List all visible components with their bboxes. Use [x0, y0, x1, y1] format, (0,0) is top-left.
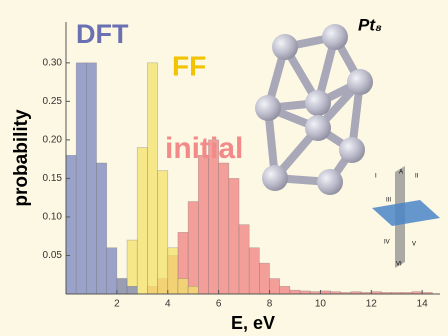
inset-label: VI — [396, 262, 402, 268]
histogram-bar — [270, 279, 280, 294]
histogram-bar — [249, 248, 259, 294]
inset-label: I — [375, 174, 377, 180]
histogram-bar — [219, 163, 229, 294]
inset-label: IV — [384, 240, 390, 246]
y-tick-label: 0.30 — [43, 57, 63, 68]
chart: 0.05 0.10 0.15 0.20 0.25 0.30 2 4 6 8 10 12 14 I A I… — [0, 0, 448, 336]
molecule — [255, 24, 373, 195]
histogram-bar — [188, 202, 198, 294]
x-tick-label: 14 — [417, 299, 429, 310]
histogram-bar — [259, 263, 269, 294]
histogram-bar — [158, 171, 168, 294]
histogram-bar — [229, 178, 239, 294]
y-tick-label: 0.25 — [43, 96, 63, 107]
x-tick-label: 4 — [165, 299, 171, 310]
histogram-bar — [127, 286, 137, 294]
x-tick-label: 12 — [366, 299, 378, 310]
histogram-bar — [147, 63, 157, 294]
histogram-bar — [66, 155, 76, 294]
histogram-bar — [137, 148, 147, 294]
x-tick-label: 8 — [267, 299, 273, 310]
histogram-bar — [97, 163, 107, 294]
legend-label: initial — [165, 132, 243, 165]
inset-label: II — [415, 174, 419, 180]
histogram-bar — [188, 286, 198, 294]
x-tick-label: 10 — [315, 299, 327, 310]
x-tick-label: 2 — [114, 299, 120, 310]
x-tick-label: 6 — [216, 299, 222, 310]
page: {"chart_data": { "type": "histogram", "x… — [0, 0, 448, 336]
inset-label: V — [412, 242, 416, 248]
histogram-bar — [107, 248, 117, 294]
histogram-bar — [117, 279, 127, 294]
histogram-bar — [290, 290, 300, 294]
histogram-bar — [127, 240, 137, 294]
histogram-bar — [280, 286, 290, 294]
histogram-bar — [86, 63, 96, 294]
histogram-bar — [168, 248, 178, 294]
molecule-label: Pt₈ — [358, 15, 382, 34]
histogram-bar — [198, 155, 208, 294]
histogram-bar — [76, 63, 86, 294]
y-tick-label: 0.05 — [43, 250, 63, 261]
inset-label: A — [399, 170, 403, 176]
symmetry-inset: I A II III IV V VI — [372, 166, 440, 268]
y-tick-label: 0.20 — [43, 135, 63, 146]
y-axis-label: probability — [11, 109, 32, 207]
histogram-bar — [239, 225, 249, 294]
y-tick-label: 0.15 — [43, 173, 63, 184]
inset-label: III — [386, 198, 391, 204]
legend-label: DFT — [76, 19, 129, 49]
histogram-bar — [178, 279, 188, 294]
legend-label: FF — [172, 50, 206, 81]
y-tick-label: 0.10 — [43, 212, 63, 223]
x-axis-label: E, eV — [231, 313, 275, 333]
plot-area: 0.05 0.10 0.15 0.20 0.25 0.30 2 4 6 8 10 12 14 — [43, 22, 440, 310]
